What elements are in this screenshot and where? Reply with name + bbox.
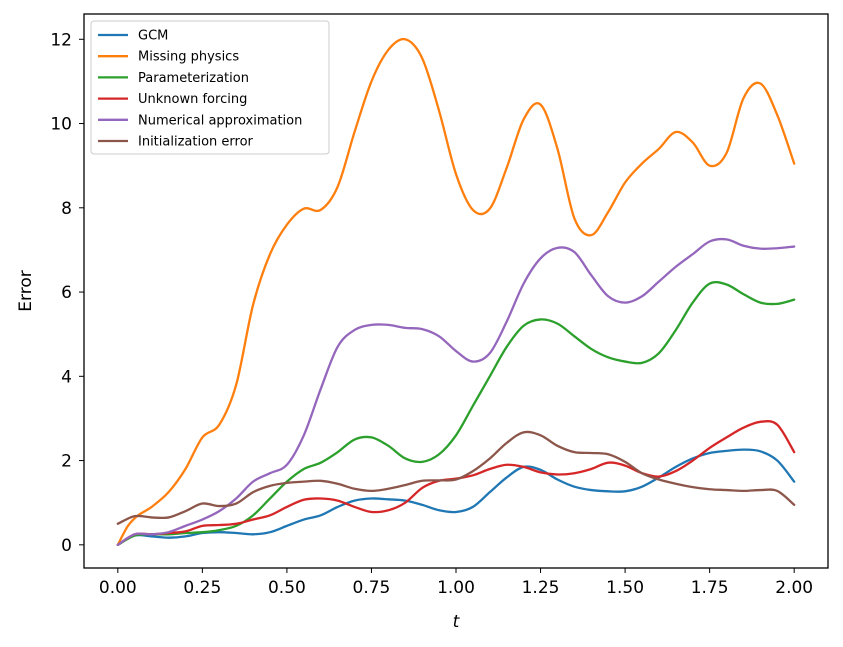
legend-label: Missing physics [138, 50, 239, 65]
x-tick-label: 0.75 [353, 578, 391, 598]
x-tick-label: 0.00 [99, 578, 137, 598]
legend-label: Unknown forcing [138, 92, 247, 107]
series-line-1 [116, 448, 796, 546]
legend: GCM Missing physics Parameterization Unknow… [90, 20, 330, 155]
x-tick-label: 0.25 [183, 578, 221, 598]
x-axis-ticks: 0.00 0.25 0.50 0.75 1.00 1.25 1.50 1.75 2.00 [99, 568, 813, 598]
y-tick-label: 6 [61, 283, 72, 303]
legend-label: Numerical approximation [138, 113, 302, 128]
series-line-5 [116, 237, 796, 546]
x-tick-label: 2.00 [775, 578, 813, 598]
x-tick-label: 1.75 [691, 578, 729, 598]
plot-lines [116, 37, 796, 546]
legend-label: Initialization error [138, 135, 254, 150]
series-line-2 [116, 37, 796, 546]
y-axis-label: Error [16, 270, 36, 311]
legend-label: Parameterization [138, 71, 249, 86]
x-tick-label: 0.50 [268, 578, 306, 598]
x-tick-label: 1.00 [437, 578, 475, 598]
y-tick-label: 2 [61, 452, 72, 472]
x-axis-label: t [453, 612, 461, 632]
legend-label: GCM [138, 29, 168, 44]
y-tick-label: 10 [50, 115, 72, 135]
series-line-6 [116, 430, 796, 525]
y-tick-label: 8 [61, 199, 72, 219]
x-tick-label: 1.25 [522, 578, 560, 598]
y-axis-ticks: 0 2 4 6 8 10 12 [50, 30, 84, 556]
y-tick-label: 4 [61, 367, 72, 387]
y-tick-label: 12 [50, 30, 72, 50]
y-tick-label: 0 [61, 536, 72, 556]
legend-box [90, 20, 330, 155]
x-tick-label: 1.50 [606, 578, 644, 598]
series-line-3 [116, 280, 796, 546]
